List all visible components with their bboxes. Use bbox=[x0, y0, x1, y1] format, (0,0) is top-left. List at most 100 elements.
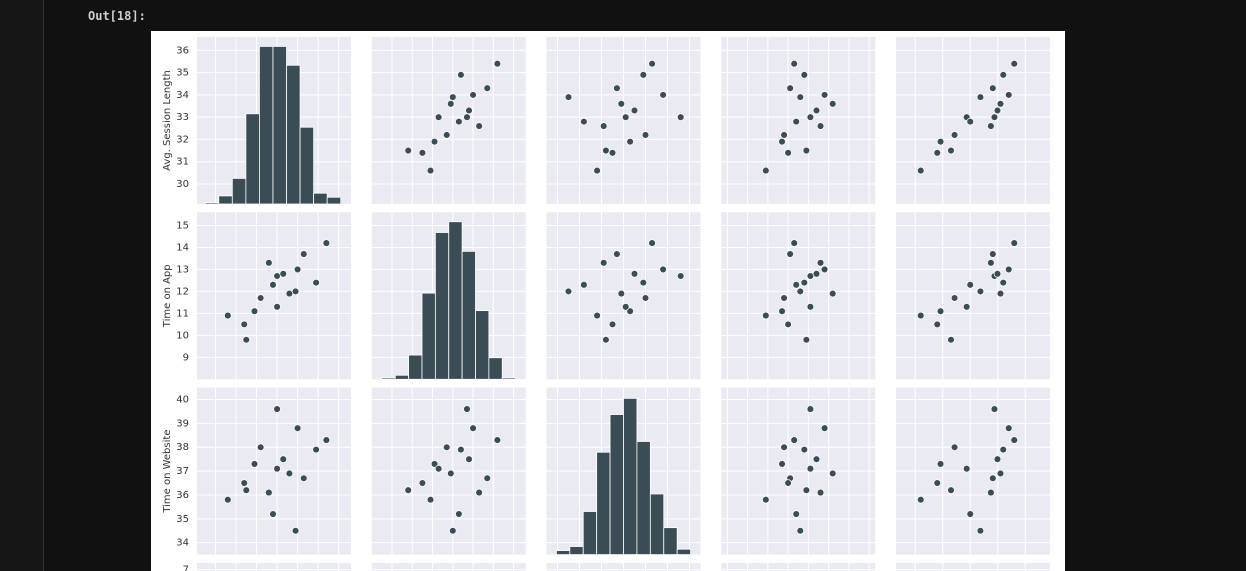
histogram-bar bbox=[488, 357, 503, 380]
scatter-point bbox=[989, 250, 997, 258]
scatter-point bbox=[430, 460, 439, 468]
scatter-point bbox=[676, 113, 685, 121]
scatter-point bbox=[404, 146, 412, 155]
scatter-point bbox=[762, 311, 770, 320]
y-axis-label: Avg. Session Length bbox=[162, 70, 173, 171]
scatter-point bbox=[404, 486, 412, 494]
scatter-point bbox=[602, 146, 610, 155]
scatter-point bbox=[802, 486, 811, 494]
scatter-point bbox=[962, 464, 971, 473]
scatter-point bbox=[469, 424, 477, 432]
scatter-point bbox=[676, 272, 685, 280]
histogram-bar bbox=[461, 250, 476, 380]
scatter-point bbox=[285, 469, 294, 478]
scatter-point bbox=[465, 106, 473, 115]
y-tick-label: 39 bbox=[176, 418, 189, 429]
scatter-point bbox=[796, 526, 805, 535]
y-tick-label: 36 bbox=[176, 490, 189, 501]
scatter-point bbox=[265, 488, 273, 497]
scatter-point bbox=[966, 281, 974, 289]
scatter-point bbox=[475, 488, 483, 497]
scatter-point bbox=[250, 307, 259, 315]
scatter-point bbox=[455, 510, 463, 518]
y-tick-label: 15 bbox=[176, 220, 189, 231]
scatter-point bbox=[269, 281, 277, 289]
scatter-point bbox=[950, 131, 959, 139]
scatter-point bbox=[639, 278, 648, 287]
scatter-point bbox=[240, 479, 248, 487]
scatter-point bbox=[806, 405, 815, 413]
scatter-point bbox=[999, 71, 1007, 79]
scatter-point bbox=[256, 294, 265, 302]
y-tick-label: 37 bbox=[176, 466, 189, 477]
scatter-point bbox=[796, 93, 805, 101]
scatter-point bbox=[947, 335, 955, 344]
scatter-point bbox=[987, 488, 995, 497]
histogram-bar bbox=[245, 113, 260, 205]
histogram-bar bbox=[421, 292, 436, 380]
histogram-bar bbox=[609, 414, 624, 556]
scatter-point bbox=[989, 84, 997, 92]
scatter-point bbox=[812, 455, 821, 463]
y-tick-label: 34 bbox=[176, 90, 189, 101]
scatter-point bbox=[475, 122, 483, 130]
scatter-point bbox=[630, 270, 639, 278]
scatter-point bbox=[580, 117, 588, 126]
y-tick-label: 38 bbox=[176, 442, 189, 453]
scatter-point bbox=[564, 287, 573, 296]
scatter-point bbox=[659, 265, 667, 274]
scatter-point bbox=[820, 265, 829, 274]
scatter-point bbox=[976, 526, 985, 535]
scatter-point bbox=[800, 445, 809, 454]
scatter-point bbox=[806, 113, 815, 121]
scatter-point bbox=[820, 424, 829, 432]
histogram-bar bbox=[623, 397, 638, 556]
scatter-point bbox=[936, 137, 945, 146]
histogram-bar bbox=[596, 451, 611, 555]
histogram-bar bbox=[501, 377, 517, 380]
scatter-point bbox=[240, 320, 248, 329]
y-tick-label: 40 bbox=[176, 395, 189, 406]
scatter-point bbox=[792, 510, 800, 518]
scatter-point bbox=[457, 71, 465, 79]
scatter-point bbox=[950, 443, 959, 451]
scatter-point bbox=[269, 510, 277, 518]
scatter-point bbox=[780, 294, 788, 302]
y-tick-label: 10 bbox=[176, 330, 189, 341]
y-tick-label: 34 bbox=[176, 538, 189, 549]
scatter-point bbox=[966, 117, 974, 126]
scatter-point bbox=[273, 464, 281, 473]
scatter-point bbox=[493, 436, 502, 444]
scatter-point bbox=[792, 281, 800, 289]
histogram-bar bbox=[204, 202, 220, 205]
histogram-bar bbox=[676, 548, 691, 555]
scatter-point bbox=[993, 106, 1002, 115]
scatter-point bbox=[418, 149, 427, 157]
scatter-point bbox=[950, 294, 959, 302]
scatter-point bbox=[322, 239, 331, 247]
panel bbox=[371, 37, 526, 204]
scatter-point bbox=[999, 278, 1007, 287]
scatter-point bbox=[465, 455, 473, 463]
scatter-point bbox=[293, 265, 302, 274]
scatter-point bbox=[224, 311, 232, 320]
histogram-bar bbox=[649, 493, 665, 555]
scatter-point bbox=[792, 117, 800, 126]
y-tick-label: 31 bbox=[176, 157, 189, 168]
histogram-bar bbox=[381, 377, 396, 380]
scatter-point bbox=[599, 122, 608, 130]
scatter-point bbox=[617, 289, 626, 298]
scatter-point bbox=[816, 122, 825, 130]
histogram-bar bbox=[218, 195, 233, 205]
scatter-point bbox=[300, 250, 308, 258]
scatter-point bbox=[626, 307, 634, 315]
scatter-point bbox=[455, 117, 463, 126]
scatter-point bbox=[648, 59, 656, 68]
scatter-point bbox=[1010, 436, 1018, 444]
scatter-point bbox=[256, 443, 265, 451]
scatter-point bbox=[976, 287, 985, 296]
scatter-point bbox=[291, 526, 300, 535]
scatter-point bbox=[999, 445, 1007, 454]
histogram-bar bbox=[313, 192, 328, 205]
histogram-bar bbox=[582, 511, 598, 556]
